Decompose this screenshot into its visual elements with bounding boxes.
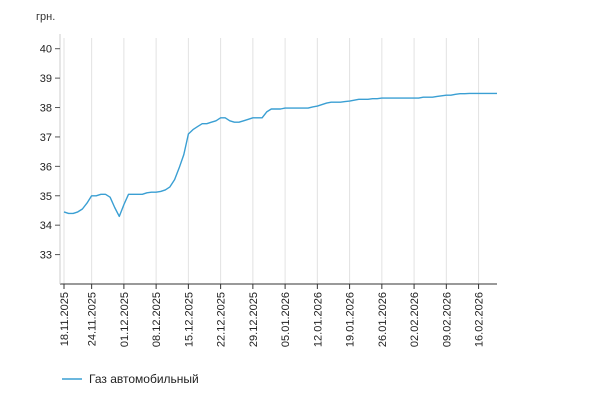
y-tick-label: 40: [40, 44, 52, 56]
y-tick-label: 33: [40, 250, 52, 262]
x-tick-label: 12.01.2026: [312, 292, 324, 347]
x-tick-label: 15.12.2025: [183, 292, 195, 347]
series-line: [63, 92, 497, 218]
legend[interactable]: Газ автомобильный: [62, 372, 199, 386]
x-tick-label: 29.12.2025: [248, 292, 260, 347]
y-tick-label: 38: [40, 103, 52, 115]
y-tick-label: 34: [40, 220, 52, 232]
x-tick-label: 19.01.2026: [345, 292, 357, 347]
y-tick-labels: 33 34 35 36 37 38 39 40: [40, 44, 60, 262]
x-tick-label: 16.02.2026: [474, 292, 486, 347]
y-tick-label: 35: [40, 191, 52, 203]
x-tick-label: 02.02.2026: [409, 292, 421, 347]
y-tick-label: 36: [40, 161, 52, 173]
x-tick-label: 09.02.2026: [441, 292, 453, 347]
x-tick-label: 24.11.2025: [87, 292, 99, 346]
y-tick-label: 39: [40, 73, 52, 85]
y-tick-label: 37: [40, 132, 52, 144]
x-tick-label: 18.11.2025: [59, 292, 71, 346]
x-tick-label: 26.01.2026: [377, 292, 389, 347]
x-tick-labels: 18.11.2025 24.11.2025 01.12.2025 08.12.2025…: [59, 284, 486, 347]
legend-label: Газ автомобильный: [89, 372, 199, 386]
x-tick-label: 05.01.2026: [280, 292, 292, 347]
x-tick-label: 01.12.2025: [119, 292, 131, 347]
grid-lines: [63, 38, 480, 284]
series-group: [63, 92, 497, 218]
y-axis-label: грн.: [36, 11, 55, 23]
x-tick-label: 22.12.2025: [216, 292, 228, 347]
x-tick-label: 08.12.2025: [151, 292, 163, 347]
